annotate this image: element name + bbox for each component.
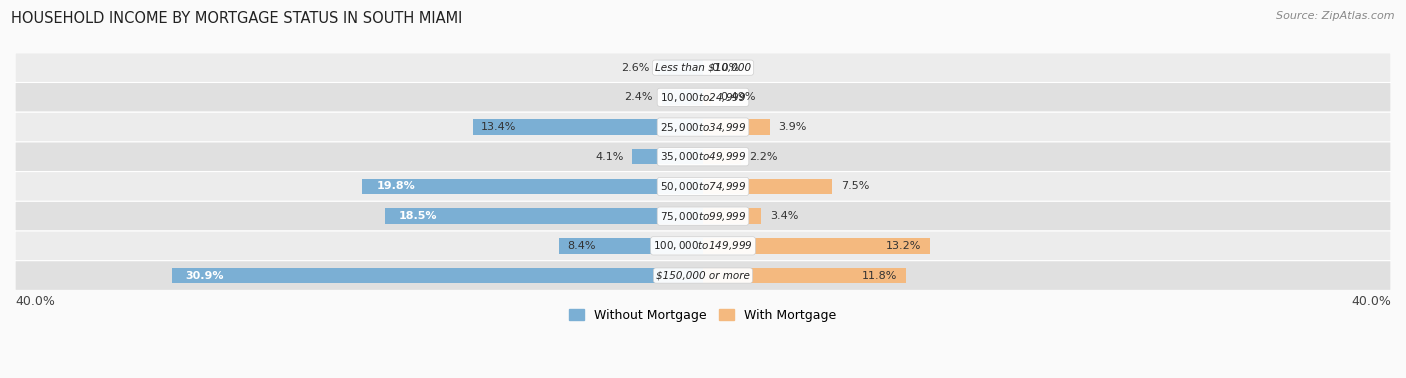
- Text: 3.4%: 3.4%: [770, 211, 799, 221]
- Text: $25,000 to $34,999: $25,000 to $34,999: [659, 121, 747, 133]
- Bar: [633, 149, 703, 164]
- Bar: [172, 268, 703, 283]
- FancyBboxPatch shape: [15, 201, 1391, 231]
- Text: $10,000 to $24,999: $10,000 to $24,999: [659, 91, 747, 104]
- Text: HOUSEHOLD INCOME BY MORTGAGE STATUS IN SOUTH MIAMI: HOUSEHOLD INCOME BY MORTGAGE STATUS IN S…: [11, 11, 463, 26]
- Text: 2.4%: 2.4%: [624, 92, 654, 102]
- Text: $75,000 to $99,999: $75,000 to $99,999: [659, 210, 747, 223]
- Bar: [703, 119, 770, 135]
- FancyBboxPatch shape: [15, 82, 1391, 112]
- FancyBboxPatch shape: [15, 53, 1391, 82]
- Text: 11.8%: 11.8%: [862, 271, 897, 280]
- FancyBboxPatch shape: [15, 231, 1391, 261]
- Text: 19.8%: 19.8%: [377, 181, 415, 191]
- Text: 2.6%: 2.6%: [621, 63, 650, 73]
- Text: 18.5%: 18.5%: [398, 211, 437, 221]
- Text: Source: ZipAtlas.com: Source: ZipAtlas.com: [1277, 11, 1395, 21]
- Bar: [385, 208, 703, 224]
- Bar: [703, 149, 741, 164]
- FancyBboxPatch shape: [15, 261, 1391, 290]
- Text: 8.4%: 8.4%: [567, 241, 596, 251]
- Bar: [658, 60, 703, 75]
- Text: 2.2%: 2.2%: [749, 152, 778, 162]
- Bar: [558, 238, 703, 254]
- Bar: [703, 90, 711, 105]
- Text: 40.0%: 40.0%: [15, 295, 55, 308]
- FancyBboxPatch shape: [15, 142, 1391, 172]
- Bar: [662, 90, 703, 105]
- Bar: [703, 268, 905, 283]
- Text: Less than $10,000: Less than $10,000: [655, 63, 751, 73]
- Text: 4.1%: 4.1%: [596, 152, 624, 162]
- Bar: [363, 179, 703, 194]
- Text: $150,000 or more: $150,000 or more: [657, 271, 749, 280]
- Bar: [703, 238, 929, 254]
- Bar: [472, 119, 703, 135]
- Legend: Without Mortgage, With Mortgage: Without Mortgage, With Mortgage: [564, 304, 842, 327]
- Text: $50,000 to $74,999: $50,000 to $74,999: [659, 180, 747, 193]
- Text: 0.0%: 0.0%: [711, 63, 740, 73]
- Text: 40.0%: 40.0%: [1351, 295, 1391, 308]
- Text: 30.9%: 30.9%: [186, 271, 224, 280]
- Text: 13.2%: 13.2%: [886, 241, 921, 251]
- Bar: [703, 208, 762, 224]
- Text: $35,000 to $49,999: $35,000 to $49,999: [659, 150, 747, 163]
- Text: 7.5%: 7.5%: [841, 181, 869, 191]
- Text: $100,000 to $149,999: $100,000 to $149,999: [654, 239, 752, 253]
- FancyBboxPatch shape: [15, 112, 1391, 142]
- Bar: [703, 179, 832, 194]
- Text: 3.9%: 3.9%: [779, 122, 807, 132]
- FancyBboxPatch shape: [15, 172, 1391, 201]
- Text: 13.4%: 13.4%: [481, 122, 516, 132]
- Text: 0.49%: 0.49%: [720, 92, 755, 102]
